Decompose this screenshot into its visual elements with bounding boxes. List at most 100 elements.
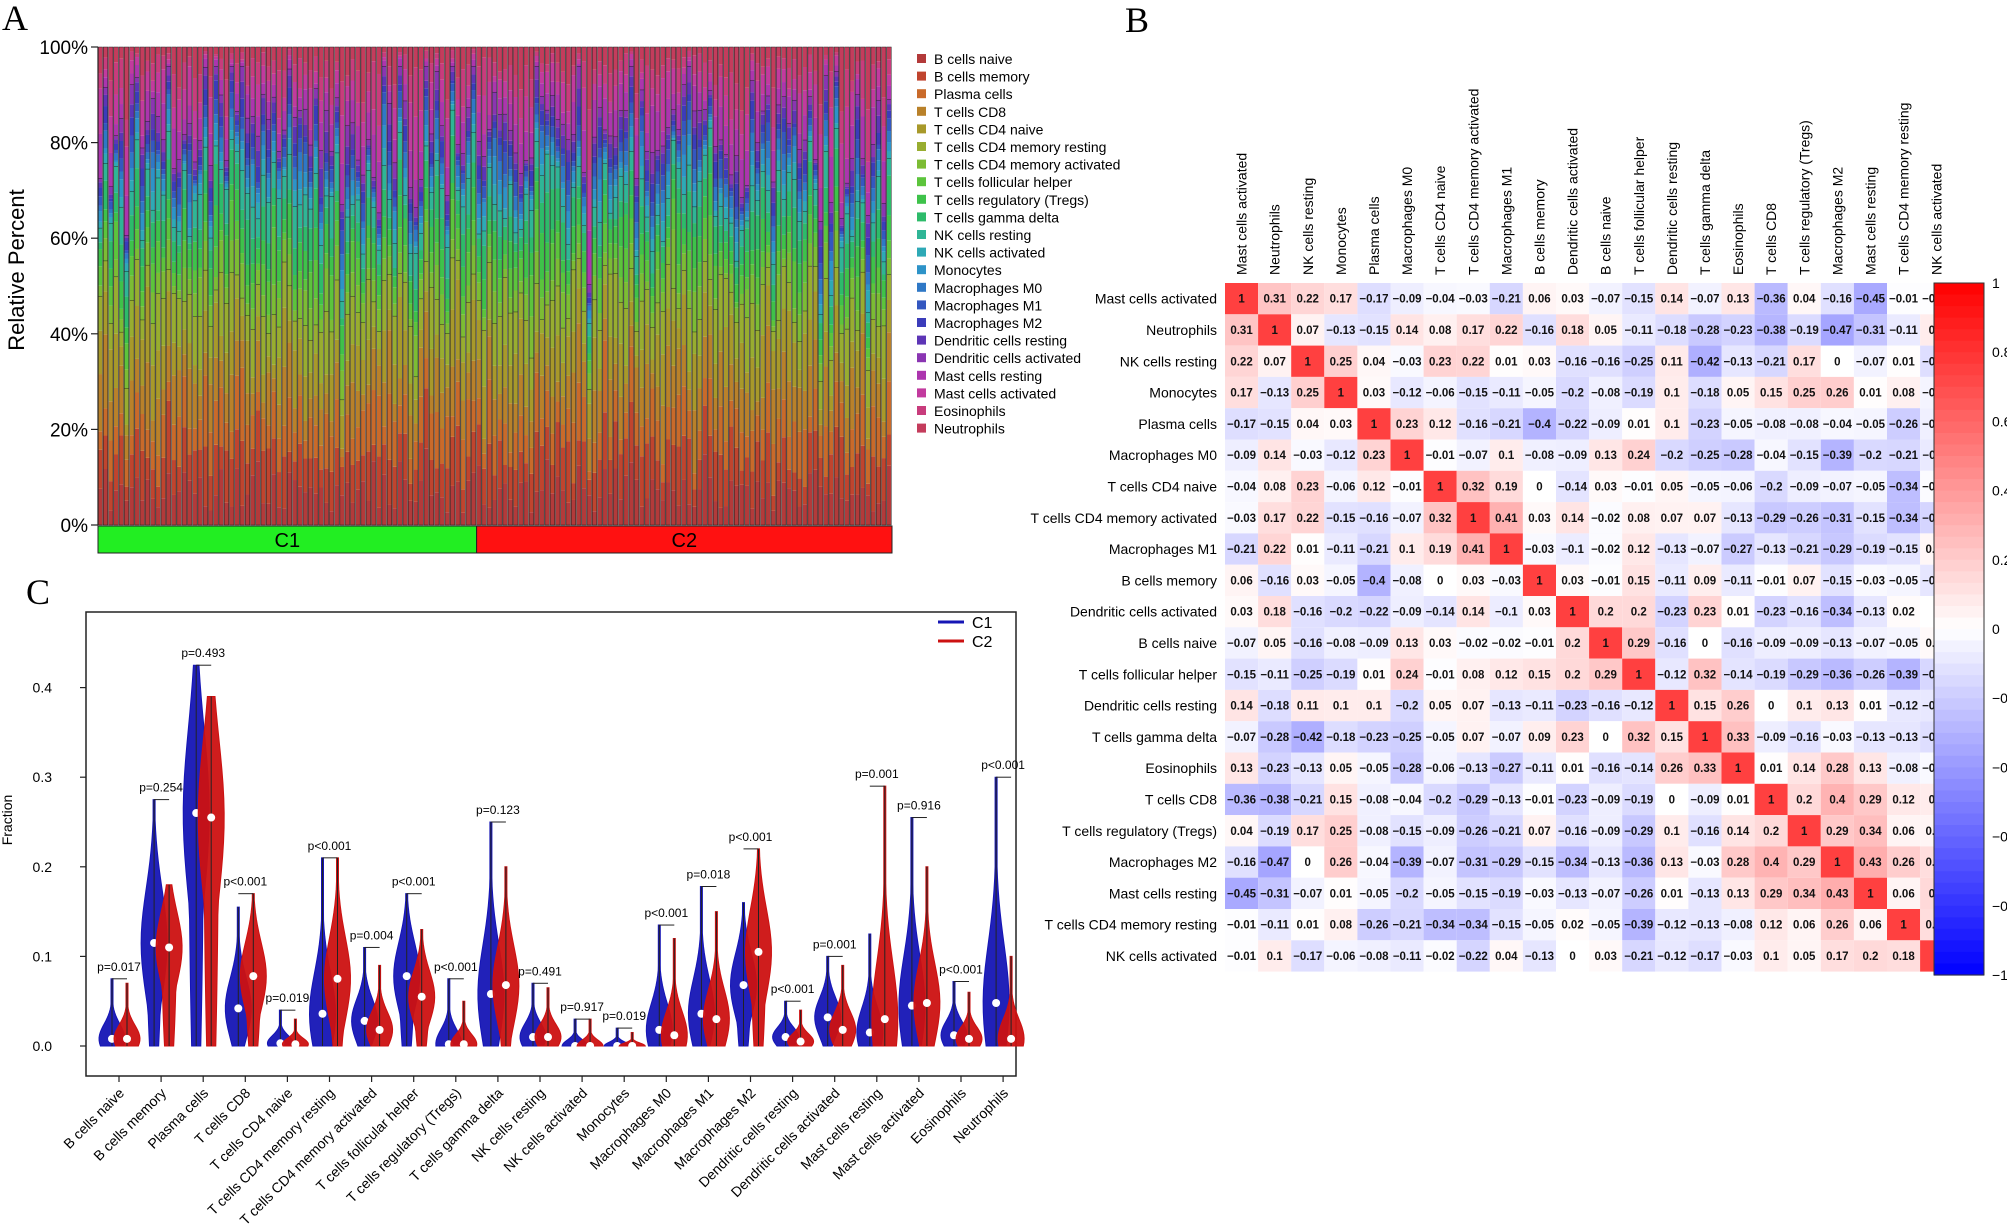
bar-segment bbox=[871, 107, 876, 144]
heatmap-value: −0.19 bbox=[1790, 325, 1819, 337]
bar-segment bbox=[187, 174, 192, 203]
bar-segment bbox=[303, 125, 308, 136]
bar-segment bbox=[703, 125, 708, 136]
bar-segment bbox=[235, 151, 240, 163]
bar-segment bbox=[224, 176, 229, 181]
bar-segment bbox=[629, 195, 634, 218]
heatmap-value: 0.14 bbox=[1727, 826, 1750, 838]
bar-segment bbox=[203, 51, 208, 54]
bar-segment bbox=[471, 90, 476, 99]
bar-segment bbox=[713, 364, 718, 398]
bar-segment bbox=[740, 304, 745, 343]
bar-segment bbox=[235, 164, 240, 190]
bar-segment bbox=[582, 225, 587, 233]
bar-segment bbox=[350, 195, 355, 204]
bar-segment bbox=[224, 450, 229, 502]
bar-segment bbox=[445, 416, 450, 468]
heatmap-value: −0.05 bbox=[1889, 575, 1919, 587]
bar-segment bbox=[666, 308, 671, 345]
bar-segment bbox=[766, 110, 771, 123]
bar-segment bbox=[166, 82, 171, 90]
bar-segment bbox=[303, 325, 308, 376]
bar-segment bbox=[419, 187, 424, 192]
bar-segment bbox=[508, 104, 513, 130]
bar-segment bbox=[440, 126, 445, 137]
bar-segment bbox=[708, 378, 713, 435]
bar-segment bbox=[577, 440, 582, 466]
bar-segment bbox=[303, 47, 308, 63]
bar-segment bbox=[655, 94, 660, 111]
bar-segment bbox=[661, 464, 666, 482]
bar-segment bbox=[508, 403, 513, 452]
heatmap-value: −0.16 bbox=[1558, 826, 1587, 838]
bar-segment bbox=[166, 473, 171, 525]
bar-segment bbox=[761, 133, 766, 144]
heatmap-value: −0.23 bbox=[1757, 607, 1786, 619]
heatmap-value: −0.08 bbox=[1326, 638, 1356, 650]
bar-segment bbox=[498, 145, 503, 162]
bar-segment bbox=[145, 362, 150, 430]
bar-segment bbox=[435, 140, 440, 154]
heatmap-value: 0.2 bbox=[1598, 607, 1614, 619]
heatmap-value: −0.09 bbox=[1227, 450, 1256, 462]
bar-segment bbox=[456, 176, 461, 187]
bar-segment bbox=[435, 492, 440, 525]
bar-segment bbox=[503, 423, 508, 465]
bar-segment bbox=[177, 173, 182, 178]
bar-segment bbox=[776, 320, 781, 339]
bar-segment bbox=[482, 47, 487, 57]
bar-segment bbox=[776, 462, 781, 480]
bar-segment bbox=[555, 139, 560, 147]
heatmap-value: −0.16 bbox=[1657, 638, 1686, 650]
bar-segment bbox=[824, 212, 829, 226]
bar-segment bbox=[198, 268, 203, 277]
bar-segment bbox=[366, 225, 371, 238]
bar-segment bbox=[161, 498, 166, 525]
bar-segment bbox=[261, 145, 266, 159]
heatmap-value: 0.31 bbox=[1230, 325, 1253, 337]
heatmap-value: 0.23 bbox=[1396, 419, 1418, 431]
bar-segment bbox=[314, 124, 319, 141]
bar-segment bbox=[214, 59, 219, 66]
bar-segment bbox=[440, 393, 445, 429]
bar-segment bbox=[540, 72, 545, 83]
bar-segment bbox=[703, 136, 708, 141]
bar-segment bbox=[850, 278, 855, 298]
bar-segment bbox=[766, 175, 771, 191]
bar-segment bbox=[592, 137, 597, 144]
bar-segment bbox=[203, 194, 208, 222]
bar-segment bbox=[140, 155, 145, 169]
bar-segment bbox=[303, 172, 308, 187]
heatmap-value: −0.29 bbox=[1492, 857, 1521, 869]
bar-segment bbox=[613, 137, 618, 148]
bar-segment bbox=[371, 461, 376, 525]
bar-segment bbox=[629, 326, 634, 347]
bar-segment bbox=[740, 294, 745, 304]
heatmap-value: 0.01 bbox=[1727, 607, 1750, 619]
bar-segment bbox=[335, 62, 340, 70]
heatmap-value: −0.01 bbox=[1525, 638, 1555, 650]
bar-segment bbox=[498, 420, 503, 441]
bar-segment bbox=[650, 327, 655, 359]
bar-segment bbox=[224, 303, 229, 352]
bar-segment bbox=[666, 264, 671, 308]
heatmap-value: 0.22 bbox=[1297, 513, 1319, 525]
bar-segment bbox=[787, 283, 792, 311]
bar-segment bbox=[140, 101, 145, 136]
bar-segment bbox=[881, 379, 886, 422]
bar-segment bbox=[471, 99, 476, 113]
heatmap-value: −0.13 bbox=[1757, 544, 1786, 556]
bar-segment bbox=[250, 98, 255, 116]
heatmap-value: −0.07 bbox=[1426, 857, 1455, 869]
heatmap-value: −0.16 bbox=[1690, 826, 1719, 838]
bar-segment bbox=[866, 223, 871, 237]
bar-segment bbox=[250, 147, 255, 159]
bar-segment bbox=[808, 47, 813, 54]
bar-segment bbox=[424, 161, 429, 188]
bar-segment bbox=[245, 285, 250, 303]
bar-segment bbox=[860, 99, 865, 117]
bar-segment bbox=[876, 503, 881, 525]
bar-segment bbox=[135, 429, 140, 478]
heatmap-value: −0.09 bbox=[1591, 794, 1620, 806]
bar-segment bbox=[408, 47, 413, 76]
